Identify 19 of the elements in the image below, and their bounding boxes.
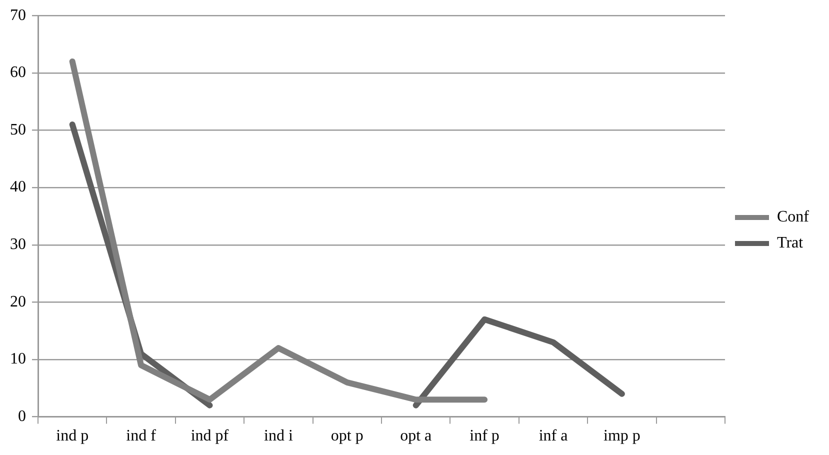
x-tick-label: ind f: [126, 428, 157, 445]
y-tick-label: 30: [10, 236, 26, 254]
x-tick-label: ind i: [264, 428, 294, 445]
y-tick-label: 70: [10, 6, 26, 24]
y-tick-label: 0: [18, 408, 26, 426]
y-tick-label: 10: [10, 350, 26, 368]
x-tick-label: ind pf: [190, 428, 230, 445]
y-tick-label: 40: [10, 178, 26, 196]
x-tick-label: opt p: [330, 428, 364, 445]
x-tick-label: opt a: [400, 428, 432, 445]
x-tick-label: inf p: [470, 428, 500, 445]
legend-label: Conf: [777, 208, 810, 226]
y-tick-label: 60: [10, 64, 26, 82]
x-tick-label: imp p: [604, 428, 640, 445]
legend-label: Trat: [777, 234, 804, 252]
x-tick-label: ind p: [56, 428, 89, 445]
y-tick-label: 50: [10, 121, 26, 138]
y-tick-label: 20: [10, 293, 26, 310]
x-tick-label: inf a: [538, 428, 568, 445]
